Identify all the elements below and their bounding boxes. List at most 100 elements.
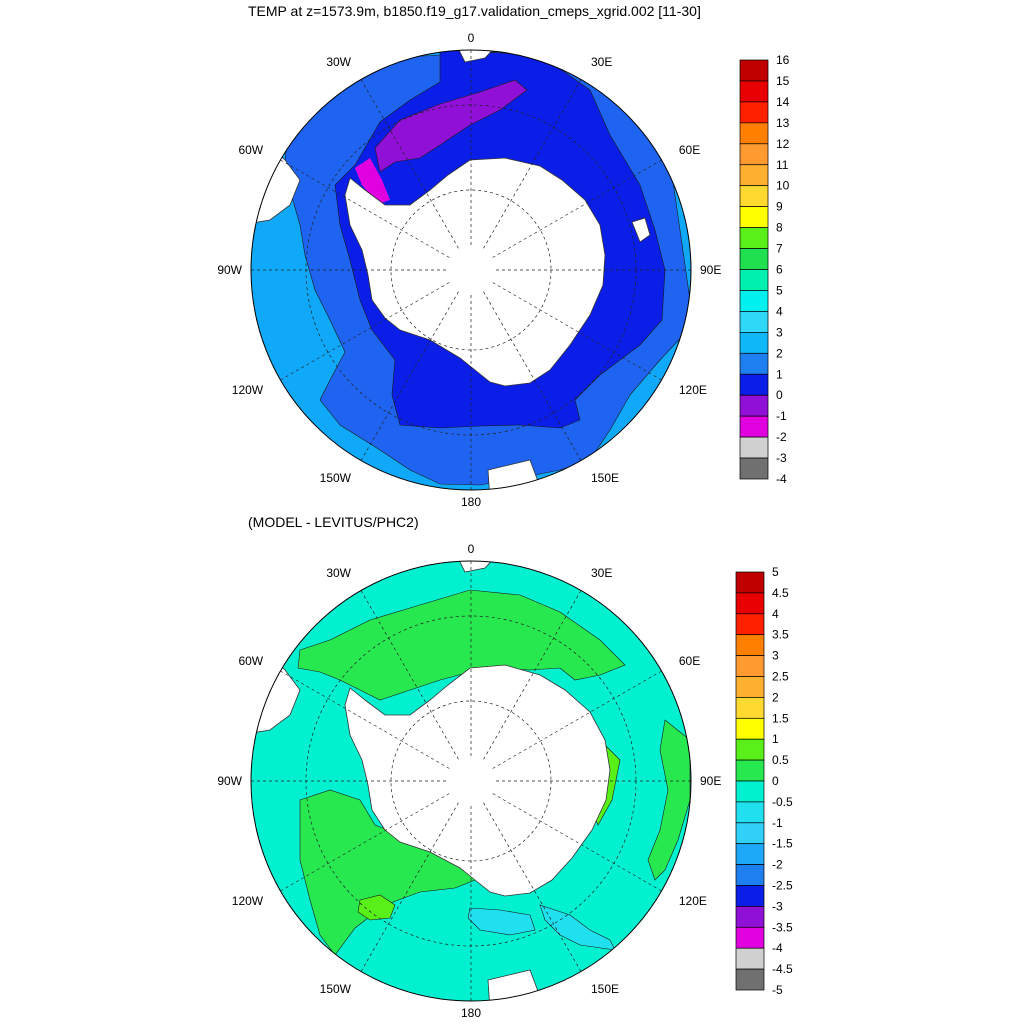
bottom-colorbar-label-2: 4 bbox=[772, 607, 779, 621]
map-title-top: TEMP at z=1573.9m, b1850.f19_g17.validat… bbox=[248, 3, 701, 19]
top-meridian-e30 bbox=[483, 79, 582, 249]
bottom-lon-label-e150: 150E bbox=[591, 982, 619, 996]
meridian-lines-bottom bbox=[251, 561, 691, 1001]
top-colorbar-label-5: 11 bbox=[776, 158, 789, 172]
bottom-colorbar-box-14 bbox=[735, 864, 765, 886]
bottom-colorbar-box-3 bbox=[735, 634, 765, 656]
bottom-lon-label-e120: 120E bbox=[679, 894, 707, 908]
bottom-colorbar-label-7: 1.5 bbox=[772, 711, 789, 725]
bottom-meridian-e150 bbox=[483, 802, 582, 972]
diff-region-0-0.5-atlantic bbox=[297, 589, 626, 701]
temp-region-minus1-0 bbox=[374, 79, 528, 173]
top-colorbar-box-11 bbox=[739, 290, 769, 312]
map-title-bottom: (MODEL - LEVITUS/PHC2) bbox=[248, 514, 419, 530]
top-colorbar-box-17 bbox=[739, 415, 769, 438]
top-colorbar-box-3 bbox=[739, 122, 769, 145]
bottom-colorbar-box-0 bbox=[735, 571, 765, 594]
bottom-colorbar-box-5 bbox=[735, 676, 765, 698]
bottom-colorbar-label-13: -1.5 bbox=[772, 837, 793, 851]
top-colorbar-label-14: 2 bbox=[776, 346, 783, 360]
bottom-colorbar-label-8: 1 bbox=[772, 732, 779, 746]
bottom-colorbar-label-14: -2 bbox=[772, 858, 783, 872]
top-colorbar-box-15 bbox=[739, 373, 769, 396]
bottom-meridian-e60 bbox=[492, 670, 662, 769]
top-lon-label-w90: 90W bbox=[217, 263, 242, 277]
bottom-colorbar-label-18: -4 bbox=[772, 941, 783, 955]
bottom-colorbar-box-15 bbox=[735, 885, 765, 907]
top-colorbar-label-0: 16 bbox=[776, 53, 790, 67]
meridian-lines-top bbox=[251, 50, 691, 490]
top-colorbar-box-12 bbox=[739, 311, 769, 333]
antarctica-landmass bbox=[344, 157, 606, 387]
top-meridian-e150 bbox=[483, 291, 582, 461]
top-colorbar-label-10: 6 bbox=[776, 263, 783, 277]
top-lon-label-s180: 180 bbox=[461, 495, 481, 509]
bottom-colorbar-box-12 bbox=[735, 822, 765, 845]
map-border-top bbox=[250, 49, 692, 491]
top-colorbar-box-4 bbox=[739, 143, 769, 166]
bottom-colorbar-label-6: 2 bbox=[772, 690, 779, 704]
top-lon-label-e60: 60E bbox=[679, 143, 700, 157]
bottom-meridian-w30 bbox=[360, 590, 459, 760]
bottom-colorbar-box-19 bbox=[735, 968, 765, 991]
bottom-lon-label-n0: 0 bbox=[468, 542, 475, 556]
bottom-lon-label-w30: 30W bbox=[326, 566, 351, 580]
top-colorbar-label-4: 12 bbox=[776, 137, 790, 151]
bottom-lon-label-w150: 150W bbox=[320, 982, 352, 996]
top-lon-label-w120: 120W bbox=[232, 383, 264, 397]
top-colorbar-box-10 bbox=[739, 269, 769, 291]
temp-region-below-minus1 bbox=[355, 158, 390, 204]
top-colorbar-box-9 bbox=[739, 248, 769, 270]
bottom-colorbar-label-3: 3.5 bbox=[772, 628, 789, 642]
south-africa-landmass-bottom bbox=[454, 561, 501, 573]
top-colorbar-box-6 bbox=[739, 185, 769, 207]
top-colorbar-label-19: -3 bbox=[776, 451, 787, 465]
top-lon-label-w60: 60W bbox=[238, 143, 263, 157]
bottom-colorbar-label-10: 0 bbox=[772, 774, 779, 788]
top-lon-label-w30: 30W bbox=[326, 55, 351, 69]
top-colorbar-label-6: 10 bbox=[776, 179, 790, 193]
bottom-colorbar-label-5: 2.5 bbox=[772, 670, 789, 684]
top-colorbar-label-15: 1 bbox=[776, 367, 783, 381]
top-colorbar-label-11: 5 bbox=[776, 283, 783, 297]
bottom-colorbar-box-7 bbox=[735, 717, 765, 740]
bottom-meridian-w120 bbox=[280, 793, 450, 892]
bottom-colorbar-box-1 bbox=[735, 592, 765, 615]
bottom-colorbar-label-19: -4.5 bbox=[772, 962, 793, 976]
top-colorbar-box-13 bbox=[739, 332, 769, 354]
top-colorbar-box-2 bbox=[739, 101, 769, 124]
top-colorbar-box-19 bbox=[739, 457, 769, 480]
bottom-colorbar-label-1: 4.5 bbox=[772, 586, 789, 600]
top-colorbar-box-18 bbox=[739, 436, 769, 459]
bottom-colorbar-label-11: -0.5 bbox=[772, 795, 793, 809]
longitude-labels-bottom: 0 30E 60E 90E 120E 150E 180 150W 120W 90W 60W 30W bbox=[217, 542, 721, 1020]
colorbar-bottom: 5 4.5 4 3.5 3 2.5 2 1.5 1 0.5 0 -0.5 -1 -1.5 -2 -2.5 -3 -… bbox=[735, 565, 793, 997]
bottom-lon-label-w120: 120W bbox=[232, 894, 264, 908]
bottom-colorbar-box-2 bbox=[735, 613, 765, 636]
island-kerguelen bbox=[631, 217, 651, 243]
bottom-colorbar-label-16: -3 bbox=[772, 899, 783, 913]
bottom-colorbar-box-13 bbox=[735, 843, 765, 865]
bottom-colorbar-box-11 bbox=[735, 801, 765, 824]
polar-map-temperature: 0 30E 60E 90E 120E 150E 180 150W 120W 90W 60W 30W bbox=[217, 31, 721, 509]
bottom-meridian-e30 bbox=[483, 590, 582, 760]
top-meridian-e60 bbox=[492, 159, 662, 258]
bottom-colorbar-label-20: -5 bbox=[772, 983, 783, 997]
map-border-bottom bbox=[250, 560, 692, 1002]
bottom-colorbar-label-0: 5 bbox=[772, 565, 779, 579]
top-meridian-w120 bbox=[280, 282, 450, 381]
top-colorbar-label-8: 8 bbox=[776, 221, 783, 235]
top-colorbar-label-7: 9 bbox=[776, 200, 783, 214]
top-colorbar-box-7 bbox=[739, 206, 769, 228]
top-meridian-w30 bbox=[360, 79, 459, 249]
bottom-colorbar-box-9 bbox=[735, 759, 765, 782]
top-lon-label-e90: 90E bbox=[700, 263, 721, 277]
bottom-colorbar-box-4 bbox=[735, 655, 765, 677]
top-lon-label-w150: 150W bbox=[320, 471, 352, 485]
south-africa-landmass bbox=[454, 50, 501, 63]
top-meridian-w60 bbox=[280, 159, 450, 258]
bottom-colorbar-label-15: -2.5 bbox=[772, 879, 793, 893]
bottom-lon-label-w60: 60W bbox=[238, 654, 263, 668]
